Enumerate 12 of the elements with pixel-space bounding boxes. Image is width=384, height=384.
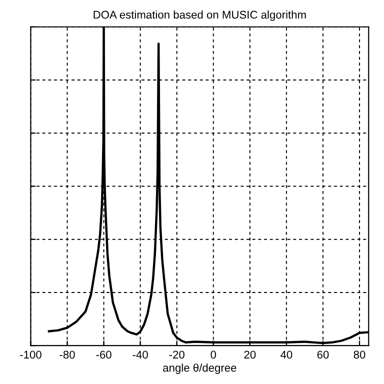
x-tick-label: 80 [354,350,366,359]
x-tick-label: 0 [210,350,216,359]
x-tick-label: -60 [96,350,112,359]
x-tick-label: 40 [280,350,292,359]
x-tick-label: -100 [20,350,42,359]
x-tick-label: 60 [317,350,329,359]
chart-title: DOA estimation based on MUSIC algorithm [94,10,306,21]
x-tick-label: 20 [244,350,256,359]
x-tick-label: -80 [60,350,75,359]
x-axis-title: angle θ/degree [163,364,236,374]
x-tick-label: -40 [132,350,148,359]
x-tick-label: -20 [169,350,184,359]
